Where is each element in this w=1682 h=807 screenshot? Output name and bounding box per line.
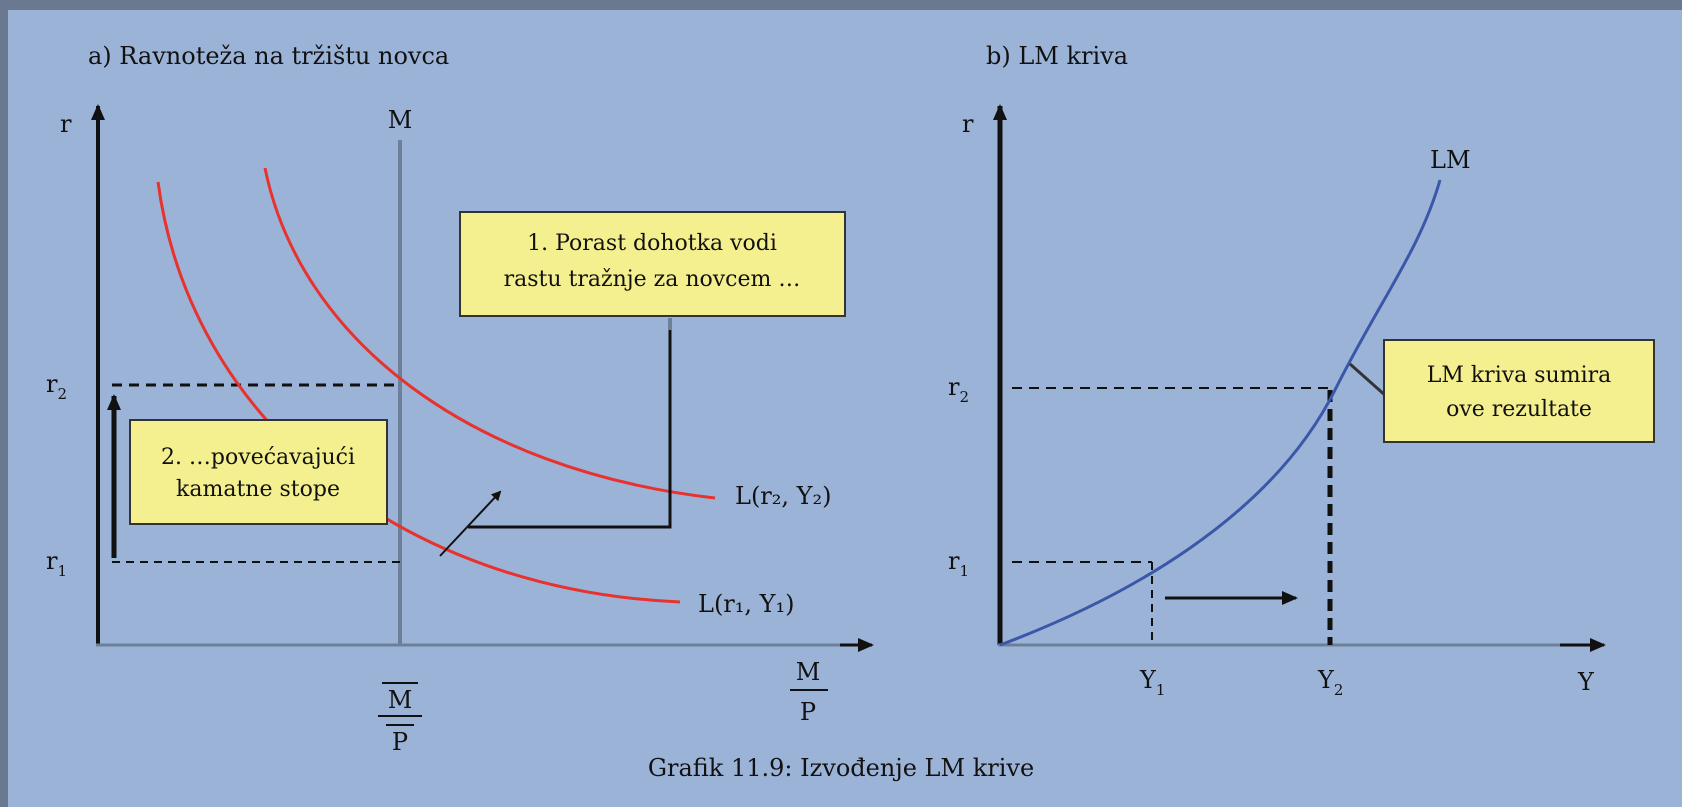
demand-shift-arrow (439, 490, 502, 557)
panel-b-r2-label: r2 (948, 373, 969, 406)
money-demand-curve-high-label: L(r₂, Y₂) (735, 482, 831, 510)
panel-b-title: b) LM kriva (986, 42, 1128, 70)
demand-shift-bracket (468, 318, 672, 529)
panel-b-lm-curve: b) LM kriva r Y LM r2 r1 Y1 Y2 (948, 42, 1655, 699)
panel-a-y-axis-label: r (60, 110, 72, 138)
panel-a-r2-label: r2 (46, 370, 67, 403)
panel-a-title: a) Ravnoteža na tržištu novca (88, 42, 449, 70)
panel-a-r1-label: r1 (46, 547, 67, 580)
money-demand-curve-high (263, 167, 716, 500)
figure-caption: Grafik 11.9: Izvođenje LM krive (648, 754, 1034, 782)
supply-tick-numerator: M (388, 686, 413, 714)
callout-1-line-1: 1. Porast dohotka vodi (527, 231, 777, 256)
panel-b-y2-label: Y2 (1317, 666, 1343, 699)
panel-b-r1-label: r1 (948, 547, 969, 580)
callout-2-line-1: 2. …povećavajući (161, 445, 355, 470)
panel-a-x-axis-label-numerator: M (796, 658, 821, 686)
supply-tick-denominator: P (392, 728, 408, 756)
panel-b-x-axis-label: Y (1577, 668, 1595, 696)
panel-b-callout-box (1383, 339, 1655, 443)
panel-a-x-axis-label-denominator: P (800, 698, 816, 726)
panel-a-money-market: a) Ravnoteža na tržištu novca r M P M M … (46, 42, 874, 756)
lm-curve-label: LM (1430, 146, 1471, 174)
panel-b-callout-line-2: ove rezultate (1446, 397, 1592, 422)
lm-curve (999, 179, 1442, 647)
money-supply-label: M (388, 106, 413, 134)
callout-1-box (459, 211, 846, 317)
panel-b-callout-line-1: LM kriva sumira (1427, 363, 1612, 388)
callout-2-line-2: kamatne stope (176, 477, 340, 502)
callout-1-line-2: rastu tražnje za novcem … (504, 267, 801, 292)
callout-2-box (129, 419, 388, 525)
money-demand-curve-low-label: L(r₁, Y₁) (698, 590, 794, 618)
panel-b-callout-connector (1349, 362, 1387, 398)
panel-b-y-axis-label: r (962, 110, 974, 138)
panel-b-y1-label: Y1 (1139, 666, 1165, 699)
